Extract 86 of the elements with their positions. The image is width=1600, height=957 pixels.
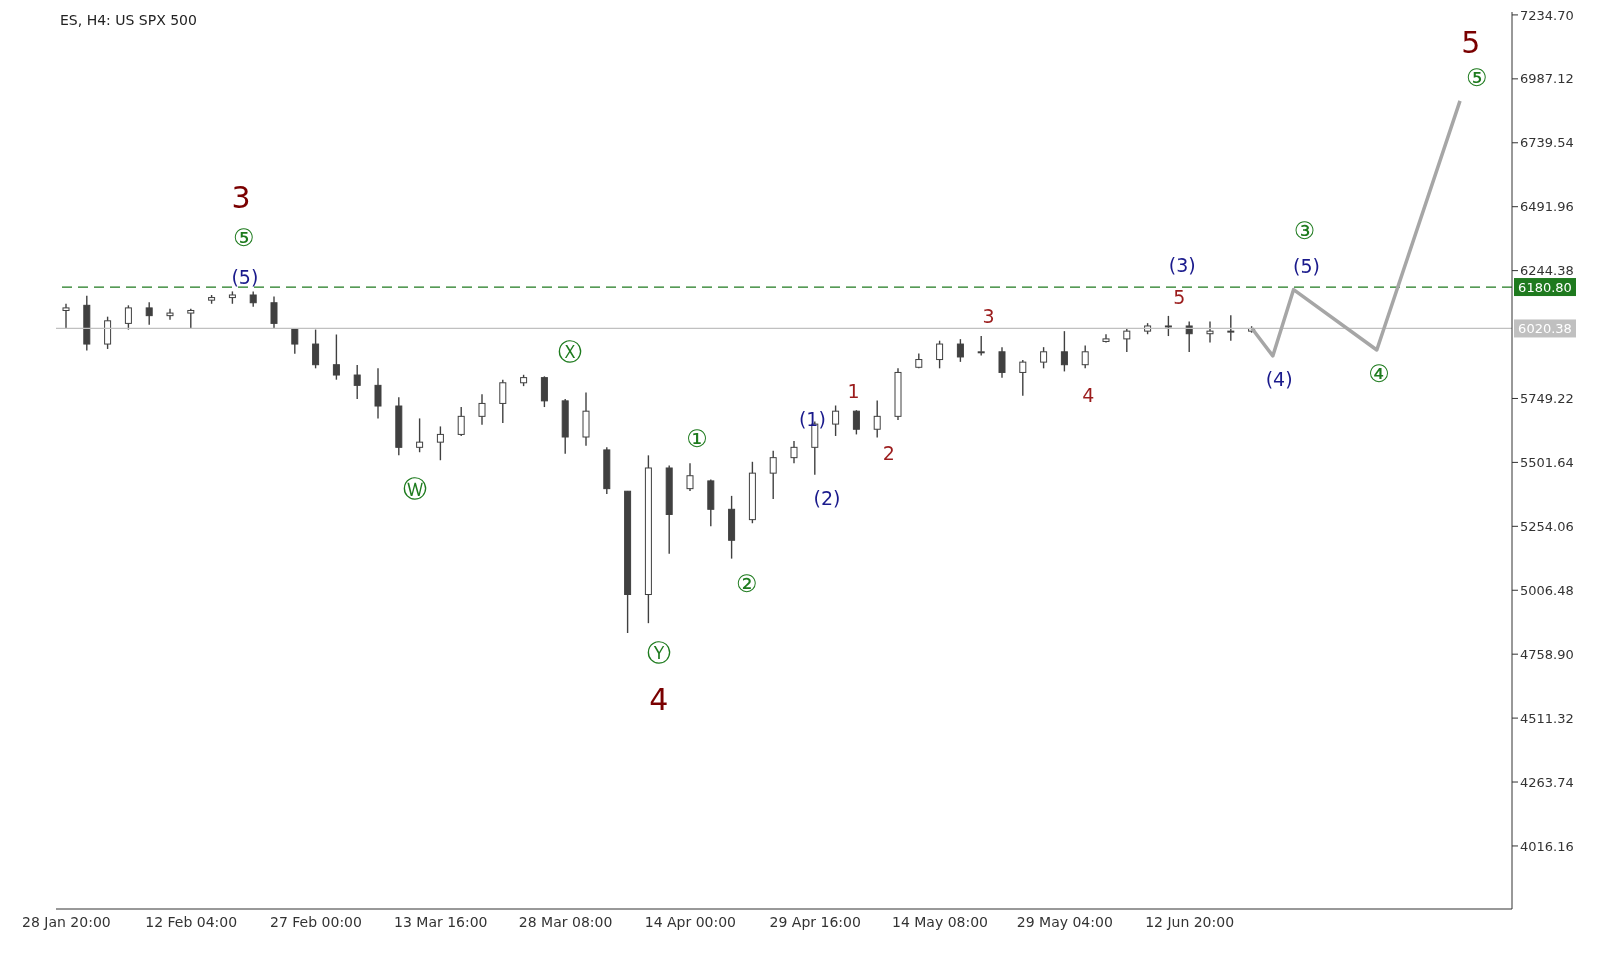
candlestick — [270, 295, 278, 329]
y-tick-label: 5501.64 — [1520, 455, 1574, 471]
candlestick — [499, 378, 507, 424]
candlestick — [1019, 359, 1027, 397]
y-tick-label: 5254.06 — [1520, 518, 1574, 534]
annotation: (3) — [1168, 253, 1196, 276]
candlestick — [852, 409, 860, 436]
x-tick-label: 29 May 04:00 — [1016, 913, 1113, 930]
y-tick-label: 4263.74 — [1520, 774, 1574, 790]
candlestick — [998, 346, 1006, 379]
chart-title: ES, H4: US SPX 500 — [60, 12, 197, 28]
annotation: (1) — [798, 408, 826, 431]
y-tick-label: 5006.48 — [1520, 582, 1574, 598]
candlestick — [540, 375, 548, 408]
ref-line-label: 6180.80 — [1518, 280, 1572, 296]
candlestick — [187, 307, 195, 330]
annotation: 4 — [649, 682, 669, 718]
candlestick — [145, 301, 153, 326]
annotation: ② — [736, 569, 758, 598]
candlestick — [1185, 320, 1193, 353]
annotation: 1 — [847, 380, 860, 403]
candlestick — [1123, 327, 1131, 353]
y-tick-label: 6244.38 — [1520, 263, 1574, 279]
candlestick — [104, 315, 112, 350]
candlestick — [977, 335, 985, 357]
candlestick — [374, 367, 382, 420]
candlestick — [1206, 320, 1214, 344]
x-tick-label: 28 Mar 08:00 — [518, 913, 613, 930]
x-tick-label: 14 Apr 00:00 — [644, 913, 737, 930]
candlestick — [832, 404, 840, 437]
y-tick-label: 4758.90 — [1520, 646, 1574, 662]
candlestick — [332, 333, 340, 381]
candlestick — [291, 327, 299, 355]
y-tick-label: 6491.96 — [1520, 199, 1574, 215]
y-tick-label: 6987.12 — [1520, 71, 1574, 87]
annotation: (5) — [231, 265, 259, 288]
candlestick — [873, 399, 881, 439]
annotation: 3 — [982, 305, 995, 328]
candlestick — [1227, 314, 1235, 342]
line-series — [1250, 99, 1462, 358]
candlestick — [1060, 330, 1068, 373]
x-tick-label: 12 Feb 04:00 — [145, 913, 238, 930]
candlestick — [62, 303, 70, 330]
annotation: ③ — [1293, 217, 1316, 246]
annotation: 3 — [231, 180, 251, 216]
candlestick — [312, 328, 320, 370]
annotation: Ⓨ — [646, 639, 671, 668]
candlestick — [1040, 346, 1048, 370]
annotation: ④ — [1368, 359, 1390, 388]
candlestick — [686, 462, 694, 492]
annotation: ⑤ — [233, 224, 255, 253]
x-tick-label: 12 Jun 20:00 — [1145, 913, 1235, 930]
candlestick — [124, 304, 132, 331]
candlestick — [416, 417, 424, 453]
annotation: ⑤ — [1466, 64, 1488, 93]
candlestick — [457, 406, 465, 437]
annotation: 2 — [882, 441, 895, 464]
annotation: 5 — [1173, 285, 1186, 308]
annotation: (5) — [1293, 254, 1320, 277]
y-tick-label: 4016.16 — [1520, 838, 1574, 854]
annotation: 5 — [1461, 25, 1481, 61]
x-tick-label: 29 Apr 16:00 — [769, 913, 861, 930]
candlestick — [478, 393, 486, 426]
annotation: Ⓦ — [403, 475, 428, 504]
annotation: (4) — [1265, 368, 1293, 391]
x-tick-label: 28 Jan 20:00 — [22, 913, 111, 930]
ref-line-label: 6020.38 — [1518, 321, 1572, 337]
y-tick-label: 4511.32 — [1520, 710, 1574, 726]
annotation: ① — [686, 424, 708, 453]
annotation: Ⓧ — [557, 337, 582, 366]
x-tick-label: 14 May 08:00 — [891, 913, 989, 930]
y-tick-label: 5749.22 — [1520, 391, 1574, 407]
annotation: (2) — [813, 487, 841, 510]
candlestick — [936, 339, 944, 370]
candlestick — [769, 449, 777, 500]
candlestick — [353, 364, 361, 400]
candlestick — [790, 440, 798, 465]
x-tick-label: 13 Mar 16:00 — [394, 913, 488, 930]
x-tick-label: 27 Feb 00:00 — [270, 913, 362, 930]
y-tick-label: 7234.70 — [1520, 7, 1574, 23]
y-tick-label: 6739.54 — [1520, 135, 1574, 151]
candlestick — [1164, 315, 1172, 337]
annotation: 4 — [1082, 384, 1095, 407]
candlestick — [1081, 344, 1089, 370]
candlestick — [436, 425, 444, 461]
candlestick — [956, 338, 964, 363]
